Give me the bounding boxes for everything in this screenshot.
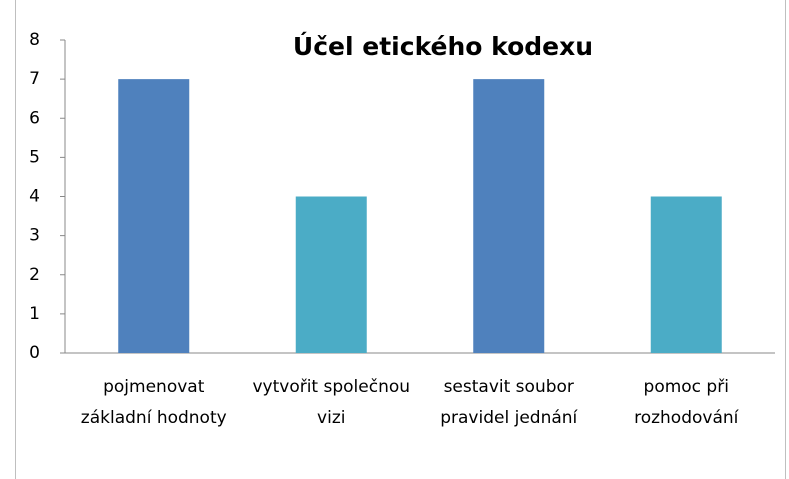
x-tick-label: pojmenovat základní hodnoty	[80, 377, 227, 428]
y-tick-label: 0	[29, 343, 40, 363]
bar	[295, 196, 367, 353]
bar	[473, 79, 545, 353]
y-tick-label: 5	[29, 147, 40, 167]
y-tick-label: 6	[29, 108, 40, 128]
chart-title: Účel etického kodexu	[293, 31, 593, 61]
x-tick-label: sestavit soubor pravidel jednání	[440, 377, 578, 428]
y-tick-label: 3	[29, 226, 40, 246]
y-tick-label: 2	[29, 265, 40, 285]
bar	[118, 79, 190, 353]
x-tick-label: pomoc při rozhodování	[634, 377, 739, 428]
y-tick-label: 7	[29, 69, 40, 89]
x-tick-label: vytvořit společnou vizi	[252, 377, 411, 428]
bar	[650, 196, 722, 353]
y-tick-label: 4	[29, 187, 40, 207]
y-tick-label: 1	[29, 304, 40, 324]
y-tick-label: 8	[29, 30, 40, 50]
chart-border	[15, 0, 786, 479]
